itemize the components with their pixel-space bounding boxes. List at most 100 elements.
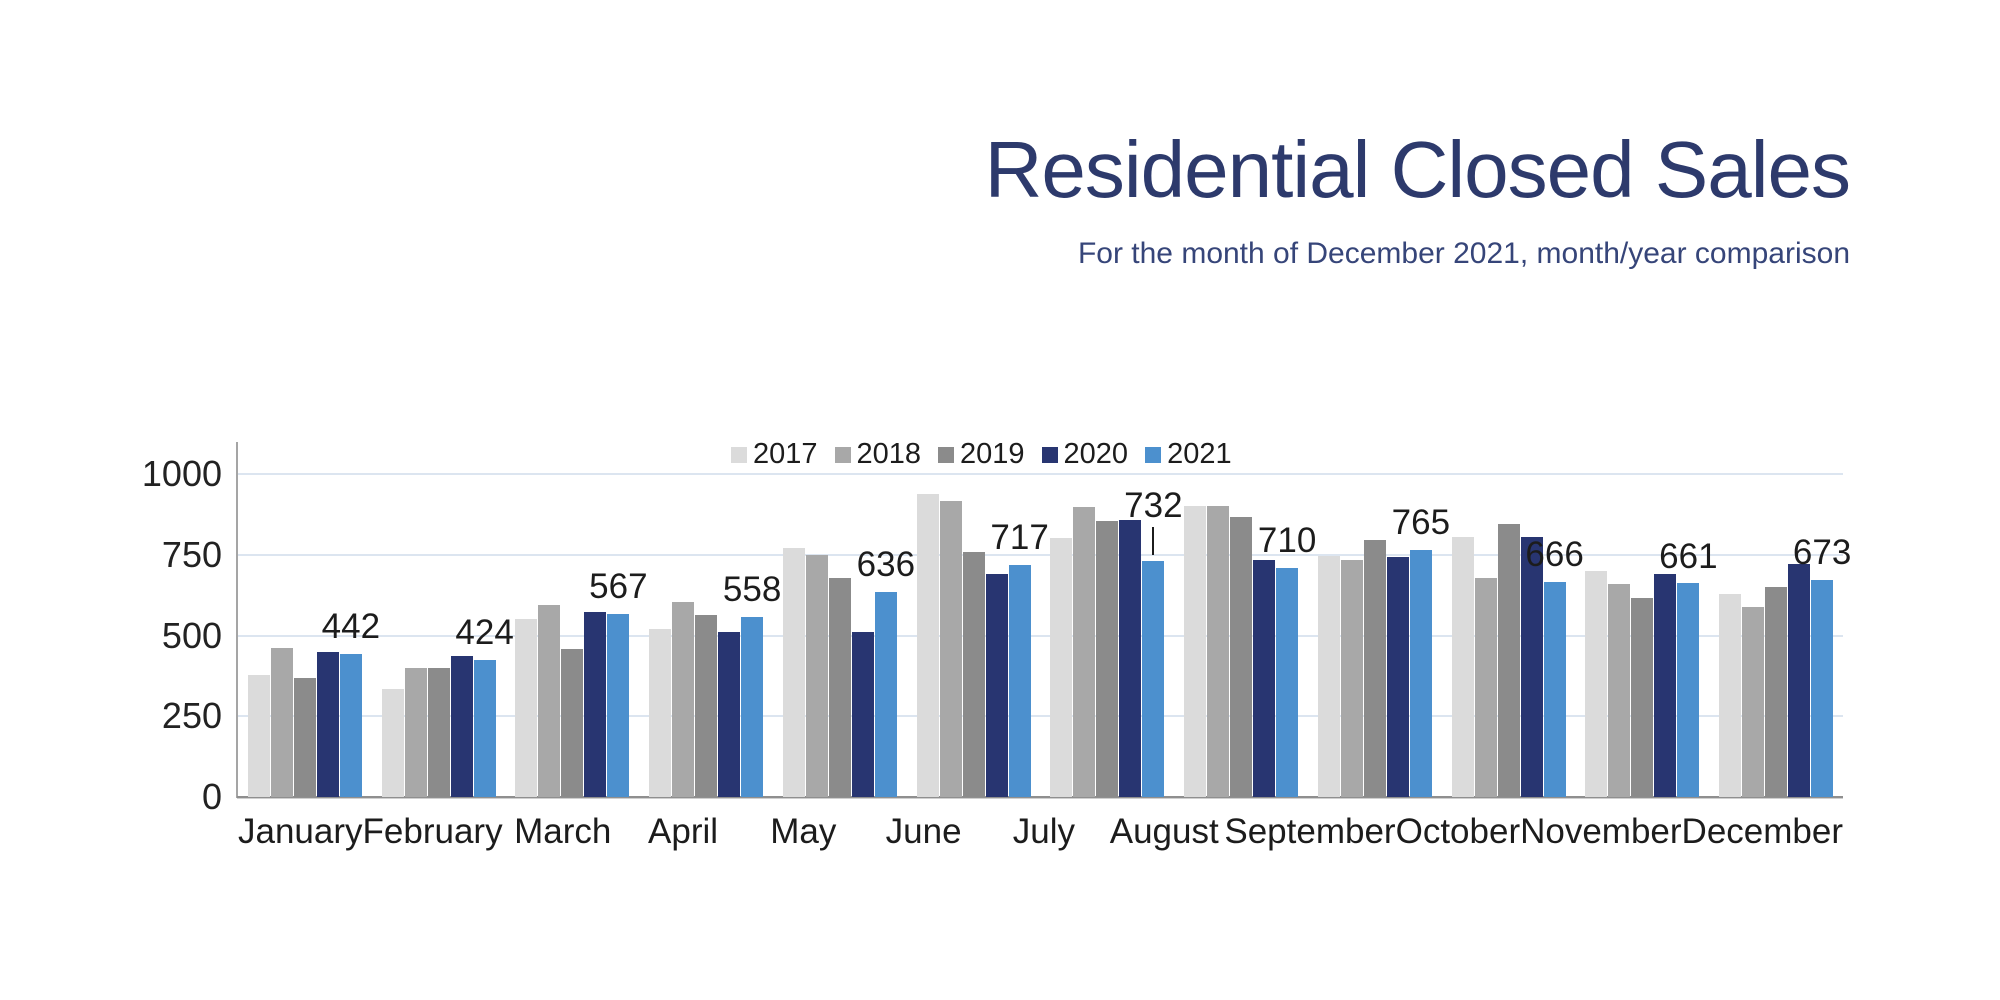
y-tick-label-250: 250 [161,695,222,737]
bar-2020-september [1386,557,1409,797]
legend-label-2020: 2020 [1063,438,1129,470]
bar-2017-october [1451,537,1474,797]
bar-2017-june [916,494,939,797]
bar-group-july: 732 [1041,474,1183,797]
x-tick-label-august: August [1109,812,1219,851]
bar-2017-december [1719,594,1742,797]
data-label-july: 732 [1124,485,1183,525]
bar-group-april: 558 [639,474,781,797]
bar-2018-january [270,648,293,797]
bar-2021-september [1409,550,1432,797]
bar-2019-august [1230,517,1253,797]
bar-2020-november [1654,574,1677,797]
bar-2019-november [1631,598,1654,797]
bar-2017-april [649,629,672,797]
bar-2017-march [515,619,538,797]
bar-2019-october [1497,524,1520,797]
bar-2020-march [584,612,607,797]
bar-2018-june [939,501,962,797]
bar-2021-may [874,592,897,797]
x-tick-label-july: July [1012,812,1076,851]
bar-2019-july [1096,521,1119,797]
bar-2019-march [561,649,584,797]
bar-group-may: 636 [773,474,915,797]
data-label-april: 558 [722,569,782,609]
data-label-june: 717 [990,518,1049,558]
bar-group-january: 442 [238,474,380,797]
x-tick-label-february: February [362,812,503,851]
x-tick-label-september: September [1224,812,1396,851]
y-tick-label-500: 500 [161,614,222,656]
bar-group-december: 673 [1709,474,1851,797]
x-tick-label-november: November [1520,812,1682,851]
bar-2018-july [1073,507,1096,797]
legend-swatch-2019 [938,446,955,463]
bar-2018-may [805,555,828,797]
legend-swatch-2021 [1145,446,1162,463]
legend-label-2021: 2021 [1167,438,1232,470]
bar-group-september: 765 [1308,474,1450,797]
bar-2017-january [247,675,270,797]
bar-2019-september [1363,540,1386,797]
x-tick-label-december: December [1681,812,1843,851]
gridline-500 [238,634,1843,637]
plot-area: 442 424 567 558 636 717 732 710 765 666 661 673 [238,473,1851,797]
bar-2019-december [1765,587,1788,797]
bar-2021-november [1677,583,1700,797]
x-axis-line [237,796,1843,799]
bar-2021-march [607,614,630,797]
y-tick-label-0: 0 [201,776,222,817]
bar-group-february: 424 [372,474,514,797]
bar-2020-april [718,632,741,797]
legend-item-2021: 2021 [1145,438,1232,471]
data-label-september: 765 [1391,502,1451,542]
data-label-march: 567 [589,566,648,606]
bar-2021-december [1811,580,1834,797]
x-tick-label-april: April [648,812,719,851]
bar-2019-april [695,615,718,797]
bar-2019-june [962,552,985,797]
bar-group-october: 666 [1442,474,1584,797]
data-label-may: 636 [856,544,916,584]
legend-label-2018: 2018 [856,438,922,470]
legend-label-2017: 2017 [753,438,818,470]
bar-2018-march [538,605,561,797]
bar-2020-december [1788,564,1811,797]
bar-2018-september [1340,560,1363,797]
bar-group-june: 717 [907,474,1049,797]
bar-2021-july [1142,561,1165,797]
data-label-leader-line [1152,526,1155,555]
bar-2020-january [316,652,339,797]
chart-legend: 2017 2018 2019 2020 2021 [731,438,1232,471]
bar-2017-september [1317,556,1340,797]
bar-2021-august [1276,568,1299,797]
data-label-november: 661 [1659,536,1718,576]
bar-2021-january [339,654,362,797]
bar-2020-october [1520,537,1543,797]
bar-2020-may [851,632,874,797]
gridline-1000 [238,473,1843,475]
bar-2017-may [782,548,805,797]
x-tick-label-march: March [514,812,612,851]
bar-group-november: 661 [1576,474,1718,797]
legend-item-2018: 2018 [834,438,922,471]
legend-swatch-2017 [731,446,747,463]
data-label-august: 710 [1257,520,1317,560]
x-tick-label-may: May [770,812,837,851]
bar-2020-july [1119,520,1142,797]
bar-2021-february [473,660,496,797]
x-axis-category-labels: January February March April May June July Augu… [238,812,1843,852]
x-tick-label-january: January [238,812,363,851]
y-tick-label-1000: 1000 [141,453,222,494]
data-label-october: 666 [1525,534,1584,574]
legend-item-2019: 2019 [938,438,1025,471]
bar-2019-january [293,678,316,797]
bar-2018-november [1608,584,1631,797]
data-label-january: 442 [321,607,381,647]
bar-2021-october [1543,582,1566,797]
bar-2018-february [404,668,427,797]
x-tick-label-october: October [1395,812,1521,851]
bar-2021-june [1008,565,1031,797]
bar-2018-august [1207,506,1230,797]
data-label-february: 424 [455,613,514,653]
